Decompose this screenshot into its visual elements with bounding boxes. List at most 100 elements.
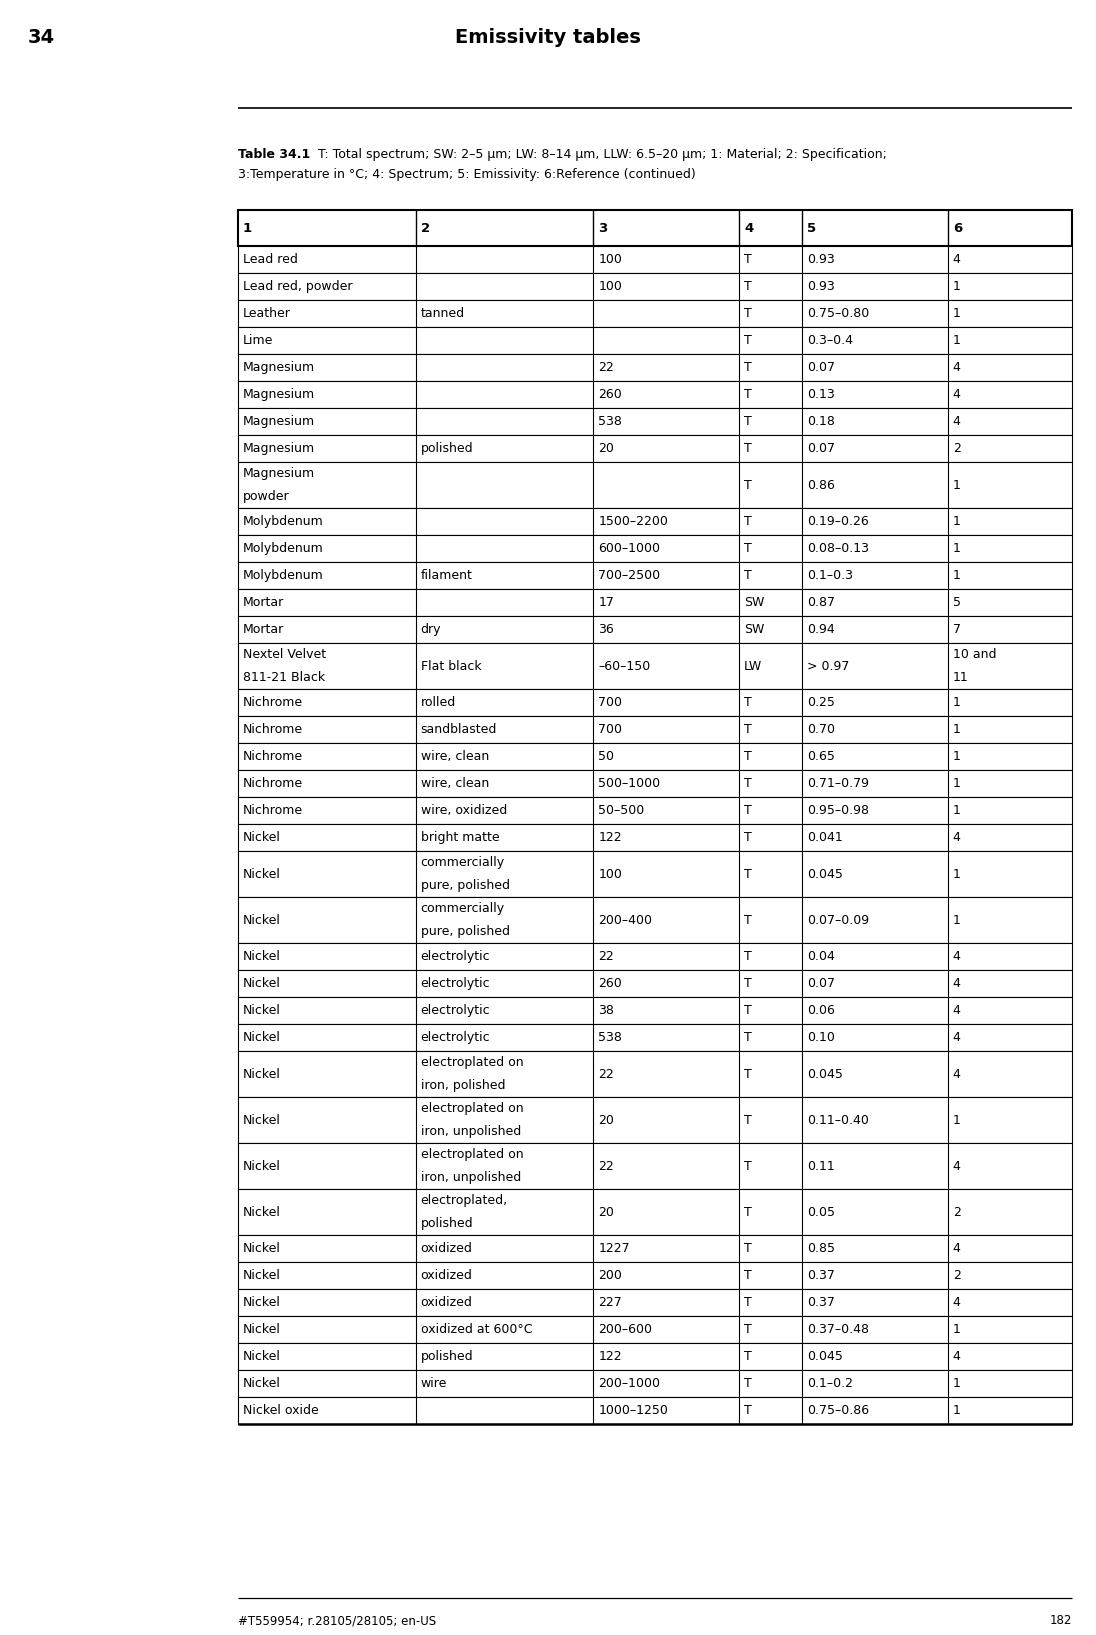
Text: 0.70: 0.70	[807, 723, 835, 736]
Text: Nextel Velvet: Nextel Velvet	[243, 647, 327, 661]
Text: Lead red: Lead red	[243, 253, 298, 267]
Bar	[238, 1189, 1072, 1234]
Text: commercially: commercially	[421, 857, 505, 868]
Bar	[238, 716, 1072, 742]
Bar	[238, 381, 1072, 409]
Bar	[238, 245, 1072, 273]
Text: 1: 1	[952, 868, 960, 881]
Bar	[238, 1288, 1072, 1316]
Text: 3:Temperature in °C; 4: Spectrum; 5: Emissivity: 6:Reference (continued): 3:Temperature in °C; 4: Spectrum; 5: Emi…	[238, 168, 696, 181]
Text: 0.11–0.40: 0.11–0.40	[807, 1113, 869, 1127]
Text: 0.04: 0.04	[807, 950, 835, 963]
Bar	[238, 299, 1072, 327]
Text: T: T	[744, 361, 752, 374]
Text: Nickel oxide: Nickel oxide	[243, 1404, 319, 1418]
Text: polished: polished	[421, 441, 473, 455]
Bar	[238, 898, 1072, 943]
Text: T: T	[744, 777, 752, 790]
Text: 182: 182	[1050, 1614, 1072, 1627]
Text: Magnesium: Magnesium	[243, 441, 316, 455]
Text: electroplated on: electroplated on	[421, 1148, 523, 1161]
Bar	[238, 1143, 1072, 1189]
Text: Mortar: Mortar	[243, 623, 284, 636]
Text: T: T	[744, 1243, 752, 1256]
Text: T: T	[744, 914, 752, 927]
Text: T: T	[744, 569, 752, 582]
Text: T: T	[744, 950, 752, 963]
Text: 500–1000: 500–1000	[598, 777, 661, 790]
Text: Magnesium: Magnesium	[243, 361, 316, 374]
Text: 1: 1	[243, 221, 252, 234]
Text: T: T	[744, 1068, 752, 1081]
Text: 1: 1	[952, 777, 960, 790]
Text: electrolytic: electrolytic	[421, 950, 490, 963]
Bar	[238, 997, 1072, 1024]
Text: electrolytic: electrolytic	[421, 1032, 490, 1045]
Text: 538: 538	[598, 415, 623, 428]
Text: 700–2500: 700–2500	[598, 569, 661, 582]
Text: 4: 4	[952, 1159, 960, 1172]
Text: 811-21 Black: 811-21 Black	[243, 670, 326, 683]
Bar	[238, 796, 1072, 824]
Text: 100: 100	[598, 280, 623, 293]
Text: 100: 100	[598, 253, 623, 267]
Text: T: T	[744, 804, 752, 818]
Text: commercially: commercially	[421, 903, 505, 916]
Text: bright matte: bright matte	[421, 831, 500, 844]
Text: 22: 22	[598, 950, 614, 963]
Text: 0.045: 0.045	[807, 1351, 843, 1364]
Bar	[238, 1234, 1072, 1262]
Text: T: T	[744, 280, 752, 293]
Bar	[238, 850, 1072, 898]
Text: iron, unpolished: iron, unpolished	[421, 1125, 521, 1138]
Text: filament: filament	[421, 569, 472, 582]
Bar	[238, 688, 1072, 716]
Bar	[238, 209, 1072, 245]
Text: T: T	[744, 1113, 752, 1127]
Bar	[238, 1396, 1072, 1424]
Text: Mortar: Mortar	[243, 597, 284, 608]
Text: T: T	[744, 479, 752, 492]
Text: 1: 1	[952, 1404, 960, 1418]
Text: 0.86: 0.86	[807, 479, 835, 492]
Text: SW: SW	[744, 623, 765, 636]
Text: 0.93: 0.93	[807, 253, 834, 267]
Text: Nickel: Nickel	[243, 1269, 281, 1282]
Text: oxidized at 600°C: oxidized at 600°C	[421, 1323, 533, 1336]
Bar	[238, 1316, 1072, 1342]
Text: 0.71–0.79: 0.71–0.79	[807, 777, 869, 790]
Text: 4: 4	[952, 978, 960, 991]
Text: wire, clean: wire, clean	[421, 750, 489, 764]
Text: 600–1000: 600–1000	[598, 541, 660, 554]
Bar	[238, 273, 1072, 299]
Text: Leather: Leather	[243, 307, 290, 320]
Text: 1: 1	[952, 1323, 960, 1336]
Text: T: T	[744, 1377, 752, 1390]
Text: T: T	[744, 1351, 752, 1364]
Text: 1: 1	[952, 1377, 960, 1390]
Text: 2: 2	[952, 1205, 960, 1218]
Text: 1227: 1227	[598, 1243, 630, 1256]
Text: LW: LW	[744, 659, 763, 672]
Text: Nickel: Nickel	[243, 1113, 281, 1127]
Text: T: T	[744, 723, 752, 736]
Text: 122: 122	[598, 1351, 621, 1364]
Text: Nickel: Nickel	[243, 1297, 281, 1310]
Text: T: T	[744, 253, 752, 267]
Text: Nickel: Nickel	[243, 831, 281, 844]
Text: 0.041: 0.041	[807, 831, 843, 844]
Text: 1000–1250: 1000–1250	[598, 1404, 669, 1418]
Text: Nickel: Nickel	[243, 1243, 281, 1256]
Text: T: T	[744, 1323, 752, 1336]
Text: 0.08–0.13: 0.08–0.13	[807, 541, 869, 554]
Text: T: T	[744, 1404, 752, 1418]
Bar	[238, 1051, 1072, 1097]
Text: 1: 1	[952, 697, 960, 710]
Text: Lime: Lime	[243, 334, 273, 347]
Text: electrolytic: electrolytic	[421, 1004, 490, 1017]
Text: Magnesium: Magnesium	[243, 468, 316, 481]
Text: 700: 700	[598, 697, 623, 710]
Bar	[238, 1262, 1072, 1288]
Text: 0.18: 0.18	[807, 415, 835, 428]
Text: Nickel: Nickel	[243, 978, 281, 991]
